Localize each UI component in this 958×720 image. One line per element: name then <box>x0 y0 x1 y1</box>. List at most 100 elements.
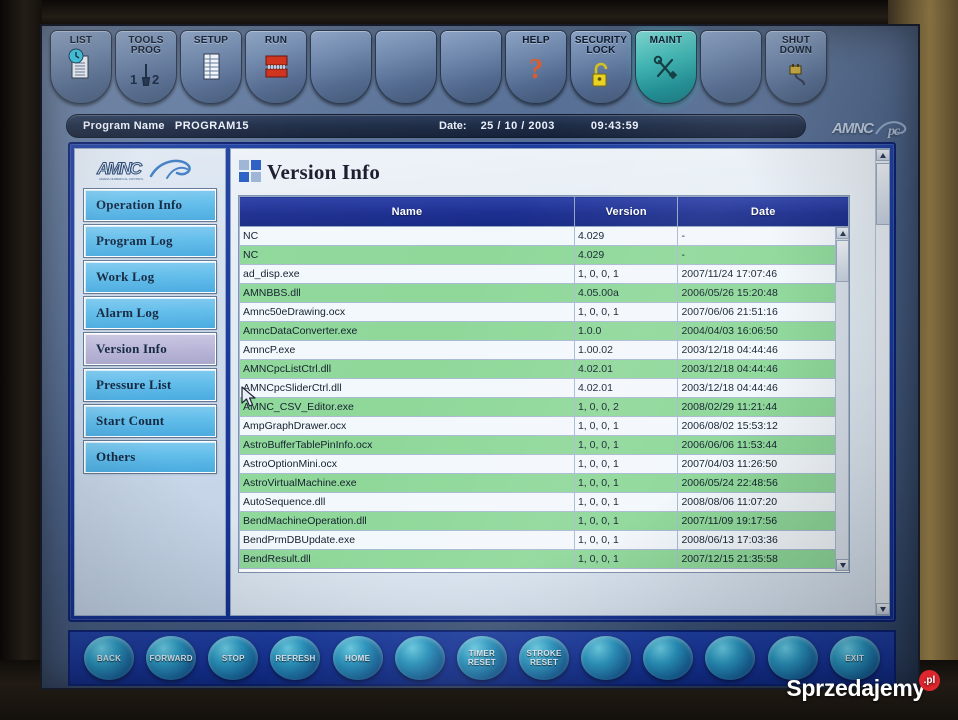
bottom-button-label: STOP <box>221 653 245 663</box>
column-header-version[interactable]: Version <box>573 196 679 227</box>
table-row[interactable]: AmpGraphDrawer.ocx 1, 0, 0, 1 2006/08/02 1… <box>239 416 849 436</box>
cell-name: AstroOptionMini.ocx <box>239 454 575 474</box>
toolbar-icon-wrap: ? <box>520 48 552 87</box>
sidebar-item-others[interactable]: Others <box>83 440 217 474</box>
column-header-date[interactable]: Date <box>677 196 849 227</box>
cnc-screen: LIST TOOLS PROG 1 2 SETUP RUN <box>40 24 920 690</box>
bottom-button-blank-10[interactable] <box>705 636 756 680</box>
bottom-button-stop[interactable]: STOP <box>208 636 259 680</box>
table-row[interactable]: BendMachineOperation.dll 1, 0, 0, 1 2007/1… <box>239 511 849 531</box>
table-row[interactable]: AMNCpcSliderCtrl.dll 4.02.01 2003/12/18 04… <box>239 378 849 398</box>
cell-name: ad_disp.exe <box>239 264 575 284</box>
cell-version: 4.02.01 <box>573 359 679 379</box>
cell-name: NC <box>239 226 575 246</box>
program-name-label: Program Name <box>83 120 165 132</box>
bottom-button-stroke-reset[interactable]: STROKE RESET <box>519 636 570 680</box>
bottom-button-back[interactable]: BACK <box>84 636 135 680</box>
sidebar-item-version-info[interactable]: Version Info <box>83 332 217 366</box>
content-scroll-up-arrow[interactable] <box>876 149 889 161</box>
cell-date: - <box>677 245 849 265</box>
sidebar-item-label: Operation Info <box>96 197 183 212</box>
toolbar-button-security-lock[interactable]: SECURITY LOCK <box>570 30 632 104</box>
table-row[interactable]: AstroOptionMini.ocx 1, 0, 0, 1 2007/04/03 … <box>239 454 849 474</box>
page-title: Version Info <box>267 159 381 184</box>
cell-version: 1, 0, 0, 1 <box>573 492 679 512</box>
cell-name: BendPrmDBUpdate.exe <box>239 530 575 550</box>
cell-version: 4.029 <box>573 226 679 246</box>
table-row[interactable]: AmncDataConverter.exe 1.0.0 2004/04/03 16:… <box>239 321 849 341</box>
table-row[interactable]: AMNC_CSV_Editor.exe 1, 0, 0, 2 2008/02/29 … <box>239 397 849 417</box>
table-row[interactable]: AstroBufferTablePinInfo.ocx 1, 0, 0, 1 200… <box>239 435 849 455</box>
sidebar-item-label: Version Info <box>96 341 167 356</box>
toolbar-button-maint[interactable]: MAINT <box>635 30 697 104</box>
table-row[interactable]: NC 4.029- <box>239 226 849 246</box>
toolbar-button-help[interactable]: HELP? <box>505 30 567 104</box>
content-scroll-thumb[interactable] <box>876 163 889 225</box>
toolbar-button-blank-4[interactable] <box>310 30 372 104</box>
table-scrollbar[interactable] <box>835 227 849 571</box>
toolbar-button-list[interactable]: LIST <box>50 30 112 104</box>
cell-name: AMNCpcSliderCtrl.dll <box>239 378 575 398</box>
setup-grid-icon <box>203 53 220 80</box>
table-row[interactable]: NC 4.029- <box>239 245 849 265</box>
sidebar: AMNC AMADA NUMERICAL CONTROL Operation I… <box>74 148 226 616</box>
table-row[interactable]: AMNCpcListCtrl.dll 4.02.01 2003/12/18 04:4… <box>239 359 849 379</box>
sidebar-item-alarm-log[interactable]: Alarm Log <box>83 296 217 330</box>
main-window: AMNC AMADA NUMERICAL CONTROL Operation I… <box>68 142 896 622</box>
version-table: Name Version Date NC 4.029- NC 4.029- ad_dis… <box>239 196 849 569</box>
toolbar-button-shut-down[interactable]: SHUT DOWN <box>765 30 827 104</box>
column-header-name[interactable]: Name <box>239 196 575 227</box>
cell-date: 2008/08/06 11:07:20 <box>677 492 849 512</box>
sidebar-item-label: Program Log <box>96 233 173 248</box>
bottom-button-blank-5[interactable] <box>394 636 445 680</box>
bottom-button-blank-9[interactable] <box>643 636 694 680</box>
sidebar-item-operation-info[interactable]: Operation Info <box>83 188 217 222</box>
svg-text:2: 2 <box>152 72 159 87</box>
table-row[interactable]: AmncP.exe 1.00.02 2003/12/18 04:44:46 <box>239 340 849 360</box>
version-table-wrap: Name Version Date NC 4.029- NC 4.029- ad_dis… <box>238 195 850 573</box>
table-row[interactable]: AutoSequence.dll 1, 0, 0, 1 2008/08/06 11:… <box>239 492 849 512</box>
table-scroll-down-arrow[interactable] <box>836 559 849 571</box>
content-title-row: Version Info <box>231 149 889 195</box>
cell-date: 2003/12/18 04:44:46 <box>677 359 849 379</box>
content-panel: Version Info Name Version Date NC 4.029- N… <box>230 148 890 616</box>
bottom-button-exit[interactable]: EXIT <box>829 636 880 680</box>
question-mark-icon: ? <box>529 54 543 85</box>
sidebar-item-program-log[interactable]: Program Log <box>83 224 217 258</box>
toolbar-button-setup[interactable]: SETUP <box>180 30 242 104</box>
cell-date: 2007/12/15 21:35:58 <box>677 549 849 569</box>
toolbar-button-blank-6[interactable] <box>440 30 502 104</box>
toolbar-button-blank-10[interactable] <box>700 30 762 104</box>
toolbar-button-blank-5[interactable] <box>375 30 437 104</box>
sidebar-item-start-count[interactable]: Start Count <box>83 404 217 438</box>
table-row[interactable]: BendResult.dll 1, 0, 0, 1 2007/12/15 21:35… <box>239 549 849 569</box>
content-scrollbar[interactable] <box>875 149 889 615</box>
amnc-logo-svg: AMNC pc <box>831 120 907 139</box>
toolbar-button-tools-prog[interactable]: TOOLS PROG 1 2 <box>115 30 177 104</box>
sidebar-amnc-logo: AMNC AMADA NUMERICAL CONTROL <box>95 156 205 182</box>
bottom-button-label: EXIT <box>845 653 865 663</box>
table-scroll-thumb[interactable] <box>836 240 849 282</box>
content-scroll-down-arrow[interactable] <box>876 603 889 615</box>
bottom-button-blank-8[interactable] <box>581 636 632 680</box>
bottom-button-timer-reset[interactable]: TIMER RESET <box>456 636 507 680</box>
table-row[interactable]: AMNBBS.dll 4.05.00a 2006/05/26 15:20:48 <box>239 283 849 303</box>
bottom-button-refresh[interactable]: REFRESH <box>270 636 321 680</box>
cell-date: 2006/08/02 15:53:12 <box>677 416 849 436</box>
bottom-button-forward[interactable]: FORWARD <box>146 636 197 680</box>
table-row[interactable]: BendPrmDBUpdate.exe 1, 0, 0, 1 2008/06/13 … <box>239 530 849 550</box>
toolbar-button-run[interactable]: RUN <box>245 30 307 104</box>
cell-date: 2007/06/06 21:51:16 <box>677 302 849 322</box>
sidebar-item-work-log[interactable]: Work Log <box>83 260 217 294</box>
cell-version: 4.05.00a <box>573 283 679 303</box>
table-scroll-up-arrow[interactable] <box>836 227 849 239</box>
table-row[interactable]: Amnc50eDrawing.ocx 1, 0, 0, 1 2007/06/06 2… <box>239 302 849 322</box>
sidebar-item-pressure-list[interactable]: Pressure List <box>83 368 217 402</box>
cell-version: 1, 0, 0, 1 <box>573 454 679 474</box>
bottom-button-blank-11[interactable] <box>767 636 818 680</box>
bottom-button-home[interactable]: HOME <box>332 636 383 680</box>
table-row[interactable]: ad_disp.exe 1, 0, 0, 1 2007/11/24 17:07:46 <box>239 264 849 284</box>
version-table-body: NC 4.029- NC 4.029- ad_disp.exe 1, 0, 0, 1 200… <box>239 226 849 569</box>
toolbar-icon-wrap <box>195 48 227 87</box>
table-row[interactable]: AstroVirtualMachine.exe 1, 0, 0, 1 2006/05… <box>239 473 849 493</box>
